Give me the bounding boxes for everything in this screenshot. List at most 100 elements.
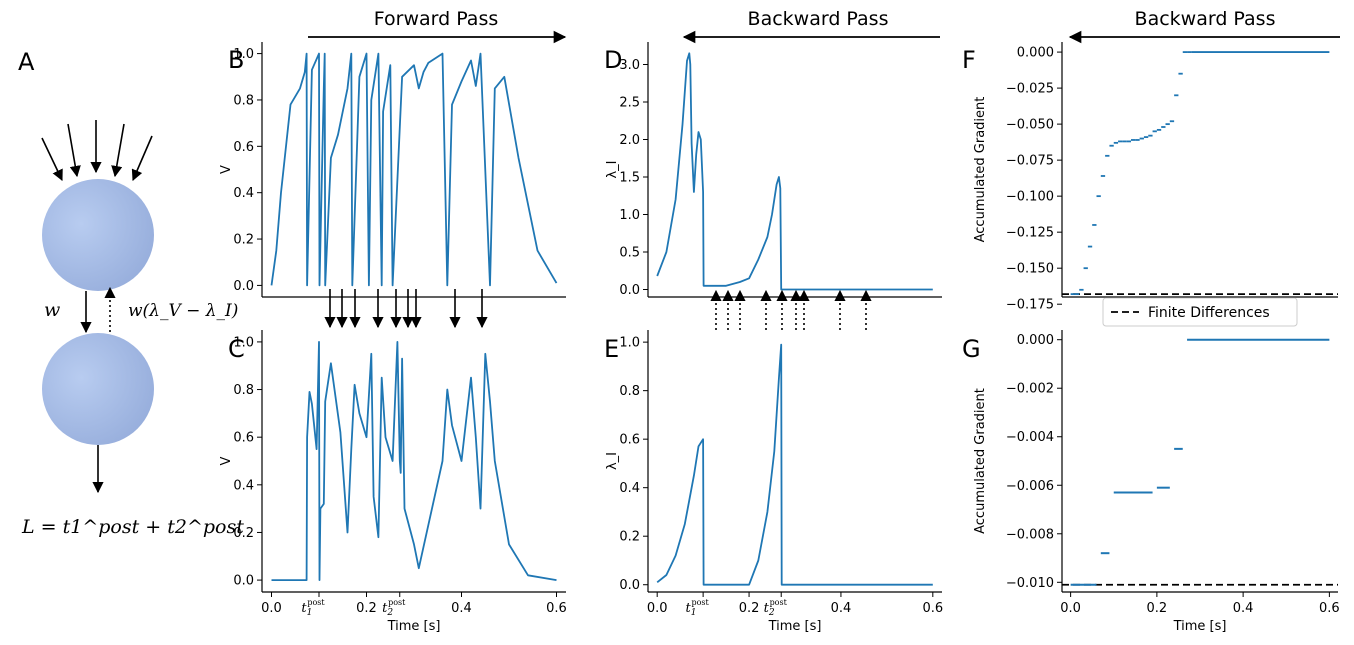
x-axis-label: Time [s]	[387, 619, 441, 634]
x-axis-label: Time [s]	[1173, 619, 1227, 634]
y-axis-label: λ_I	[605, 452, 620, 470]
panel-letter-d: D	[604, 46, 622, 74]
y-axis-label: Accumulated Gradient	[973, 388, 988, 534]
y-tick-label: 3.0	[619, 58, 640, 73]
backward-weight-label: w(λ_V − λ_I)	[128, 301, 238, 321]
panel-letter-f: F	[962, 46, 976, 74]
y-tick-label: −0.008	[1006, 527, 1054, 542]
y-tick-label: −0.125	[1006, 226, 1054, 241]
y-tick-label: −0.175	[1006, 298, 1054, 313]
x-tick-label: 0.6	[546, 601, 567, 616]
y-tick-label: 0.2	[619, 530, 640, 545]
y-tick-label: −0.025	[1006, 82, 1054, 97]
x-tick-label: 0.4	[451, 601, 472, 616]
chart-panel-d: 0.0 0.5 1.0 1.5 2.0 2.5 3.0 λ_I	[605, 42, 942, 298]
series-line	[271, 341, 557, 581]
panel-letter-g: G	[962, 335, 981, 363]
chart-panel-c: 0.0 0.2 0.4 0.6 0.8 1.0 0.0 0.2 0.4 0.6 t1post t2po…	[219, 330, 567, 634]
y-tick-label: 1.0	[233, 47, 254, 62]
y-tick-label: 0.000	[1017, 46, 1054, 61]
y-axis-label: V	[219, 165, 234, 174]
legend-box	[1102, 297, 1298, 327]
backward-pass-title-f: Backward Pass	[1135, 8, 1276, 30]
spike-arrows	[324, 289, 872, 330]
series-line	[270, 52, 558, 287]
y-tick-label: 0.4	[233, 478, 254, 493]
y-tick-label: −0.050	[1006, 118, 1054, 133]
x-tick-label-spike: t2post	[764, 598, 788, 618]
y-tick-label: −0.010	[1006, 576, 1054, 591]
x-tick-label: 0.6	[1319, 601, 1340, 616]
x-tick-label: 0.2	[1147, 601, 1168, 616]
y-tick-label: 0.6	[233, 431, 254, 446]
input-arrow	[111, 123, 125, 178]
y-tick-label: 0.0	[619, 283, 640, 298]
y-tick-label: 0.6	[233, 140, 254, 155]
y-tick-label: −0.002	[1006, 382, 1054, 397]
y-tick-label: −0.004	[1006, 430, 1054, 445]
input-arrow	[67, 123, 81, 178]
x-tick-label: 0.4	[831, 601, 852, 616]
y-tick-label: 2.5	[619, 96, 640, 111]
postsynaptic-neuron	[42, 333, 154, 445]
y-axis-label: V	[219, 456, 234, 465]
chart-panel-e: 0.0 0.2 0.4 0.6 0.8 1.0 0.0 0.2 0.4 0.6 t1post t2po…	[605, 330, 943, 634]
y-tick-label: 1.0	[233, 335, 254, 350]
x-tick-label-spike: t2post	[382, 598, 406, 618]
input-arrow	[131, 135, 153, 182]
input-arrow	[41, 137, 63, 182]
y-tick-label: 0.2	[233, 526, 254, 541]
y-tick-label: 0.2	[233, 233, 254, 248]
y-axis-label: λ_I	[605, 160, 620, 178]
x-axis-label: Time [s]	[768, 619, 822, 634]
loss-equation: L = t1^post + t2^post	[21, 516, 244, 538]
presynaptic-neuron	[42, 179, 154, 291]
legend-label: Finite Differences	[1148, 305, 1270, 321]
series-line	[656, 343, 933, 586]
y-tick-label: 0.4	[233, 186, 254, 201]
y-tick-label: −0.075	[1006, 154, 1054, 169]
y-axis-label: Accumulated Gradient	[973, 97, 988, 243]
y-tick-label: 0.8	[233, 93, 254, 108]
backward-pass-title-d: Backward Pass	[748, 8, 889, 30]
y-tick-label: 0.0	[233, 279, 254, 294]
y-tick-label: 0.000	[1017, 333, 1054, 348]
panel-letter-a: A	[18, 48, 35, 76]
series-line	[656, 52, 933, 291]
y-tick-label: 1.0	[619, 208, 640, 223]
y-tick-label: 2.0	[619, 133, 640, 148]
forward-pass-title: Forward Pass	[374, 8, 499, 30]
chart-panel-g: 0.000 −0.002 −0.004 −0.006 −0.008 −0.010 0.0 0.…	[973, 330, 1340, 634]
y-tick-label: 0.0	[233, 574, 254, 589]
x-tick-label: 0.2	[356, 601, 377, 616]
x-tick-label: 0.6	[922, 601, 943, 616]
x-tick-label: 0.0	[647, 601, 668, 616]
x-tick-label-spike: t1post	[301, 598, 325, 618]
y-tick-label: 0.4	[619, 481, 640, 496]
panel-letter-e: E	[604, 335, 619, 363]
x-tick-label: 0.4	[1233, 601, 1254, 616]
charts: 0.00.20.40.60.81.0V0.00.20.40.60.81.00.0…	[219, 42, 1340, 634]
x-tick-label: 0.0	[1060, 601, 1081, 616]
y-tick-label: 1.0	[619, 336, 640, 351]
y-tick-label: 0.6	[619, 433, 640, 448]
weight-label: w	[44, 299, 60, 321]
legend: Finite Differences	[1102, 297, 1298, 327]
y-tick-label: 0.8	[233, 383, 254, 398]
y-tick-label: 1.5	[619, 171, 640, 186]
x-tick-label-spike: t1post	[686, 598, 710, 618]
y-tick-label: 0.8	[619, 384, 640, 399]
y-tick-label: −0.100	[1006, 190, 1054, 205]
panel-letter-b: B	[228, 46, 244, 74]
x-tick-label: 0.0	[261, 601, 282, 616]
y-tick-label: −0.006	[1006, 479, 1054, 494]
y-tick-label: 0.0	[619, 578, 640, 593]
y-tick-label: −0.150	[1006, 262, 1054, 277]
neuron-diagram: w w(λ_V − λ_I) L = t1^post + t2^post	[21, 120, 244, 538]
y-tick-label: 0.5	[619, 246, 640, 261]
chart-panel-f: 0.000 −0.025 −0.050 −0.075 −0.100 −0.125 −0.15…	[973, 42, 1338, 327]
chart-panel-b: 0.0 0.2 0.4 0.6 0.8 1.0 V	[219, 42, 566, 298]
x-tick-label: 0.2	[739, 601, 760, 616]
panel-letter-c: C	[228, 335, 245, 363]
